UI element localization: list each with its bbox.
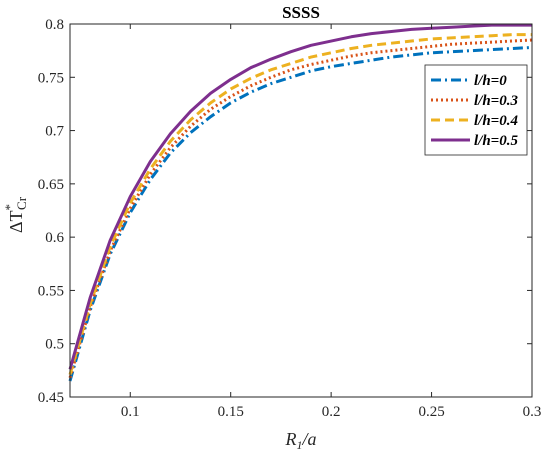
series-line-3 (68, 33, 532, 376)
y-axis-label-main: ΔT (6, 210, 26, 233)
series-line-1 (68, 45, 533, 382)
legend-item: l/h=0 (431, 73, 507, 89)
plot-frame (69, 23, 533, 398)
x-axis-ticks: 0.1 0.15 0.2 0.25 0.3 (121, 24, 541, 420)
legend-label: l/h=0.3 (474, 93, 518, 109)
y-axis-label: ΔT*Cr (2, 196, 29, 233)
series-line-4 (68, 23, 532, 370)
legend-label: l/h=0.4 (474, 113, 518, 129)
legend-label: l/h=0.5 (474, 133, 518, 149)
x-tick-label: 0.25 (418, 404, 444, 420)
x-axis-label-main: R (284, 429, 296, 449)
y-tick-label: 0.6 (45, 230, 64, 246)
x-tick-label: 0.2 (322, 404, 341, 420)
y-tick-label: 0.8 (45, 17, 64, 33)
y-tick-label: 0.65 (38, 177, 64, 193)
y-tick-label: 0.7 (45, 124, 64, 140)
y-axis-ticks: 0.45 0.5 0.55 0.6 0.65 0.7 0.75 0.8 (38, 17, 532, 406)
legend-item: l/h=0.4 (431, 113, 518, 129)
y-tick-label: 0.5 (45, 337, 64, 353)
legend-label: l/h=0 (474, 73, 507, 89)
x-tick-label: 0.3 (523, 404, 542, 420)
x-axis-label-sub: 1 (296, 438, 302, 452)
x-axis-label-rest: /a (301, 429, 316, 449)
legend-item: l/h=0.5 (431, 133, 518, 149)
y-tick-label: 0.55 (38, 283, 64, 299)
x-tick-label: 0.1 (121, 404, 140, 420)
y-axis-label-sub: Cr (14, 196, 29, 210)
x-tick-label: 0.15 (218, 404, 244, 420)
legend-item: l/h=0.3 (431, 93, 518, 109)
y-tick-label: 0.45 (38, 390, 64, 406)
legend: l/h=0 l/h=0.3 l/h=0.4 l/h=0.5 (424, 64, 528, 156)
series-group (68, 23, 533, 382)
y-tick-label: 0.75 (38, 70, 64, 86)
y-axis-label-sup: * (2, 204, 17, 211)
x-axis-label: R1/a (284, 429, 316, 452)
chart-title: SSSS (282, 3, 320, 22)
